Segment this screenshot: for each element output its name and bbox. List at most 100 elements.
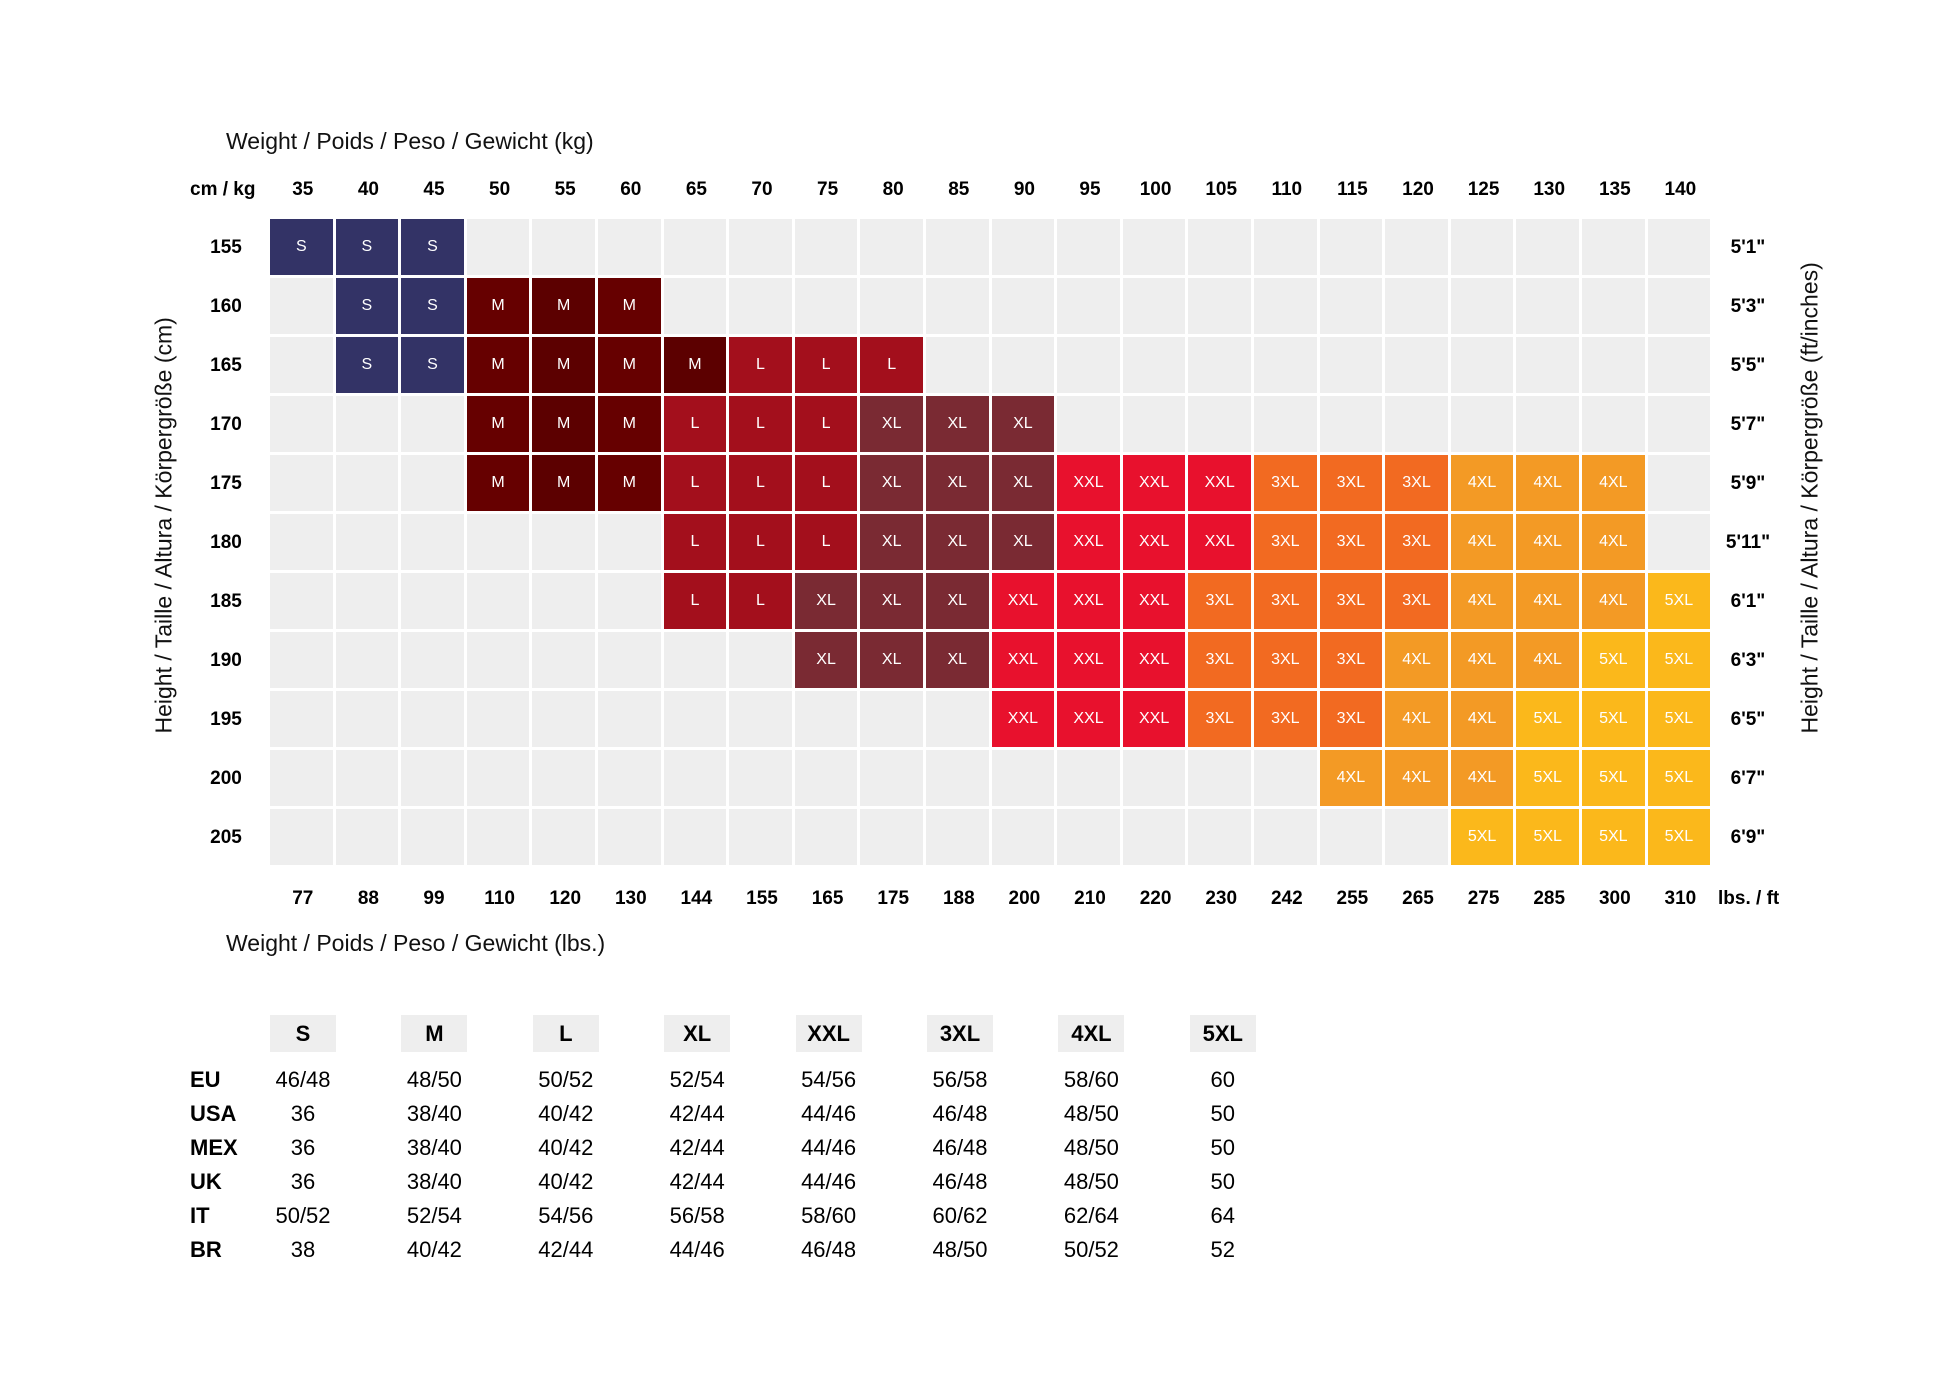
conversion-value: 60/62 (932, 1203, 988, 1228)
conversion-value: 52 (1210, 1237, 1236, 1262)
y-tick-cm: 195 (210, 709, 242, 730)
conversion-value: 50 (1210, 1135, 1236, 1160)
size-cell: XXL (1188, 514, 1251, 570)
size-cell: XXL (1057, 573, 1120, 629)
conversion-value: 42/44 (669, 1169, 725, 1194)
empty-cell (270, 396, 333, 452)
empty-cell (1450, 396, 1514, 452)
empty-cell (466, 632, 530, 688)
empty-cell (1122, 396, 1186, 452)
size-cell: L (729, 455, 792, 511)
empty-cell (663, 809, 727, 865)
conversion-value: 46/48 (801, 1237, 857, 1262)
size-cell: 5XL (1582, 632, 1645, 688)
empty-cell (991, 337, 1055, 393)
empty-cell (991, 809, 1055, 865)
conversion-size-header: XXL (795, 1015, 862, 1052)
empty-cell (926, 278, 989, 334)
conversion-size-header: S (270, 1015, 336, 1052)
x-tick-kg: 35 (292, 179, 314, 200)
size-cell: XXL (1122, 632, 1186, 688)
conversion-value: 38 (290, 1237, 316, 1262)
empty-cell (1516, 337, 1579, 393)
conversion-value: 50/52 (538, 1067, 594, 1092)
x-tick-lbs: 310 (1664, 888, 1697, 909)
empty-cell (532, 632, 595, 688)
top-axis-title: Weight / Poids / Peso / Gewicht (kg) (226, 128, 594, 154)
x-tick-lbs: 210 (1074, 888, 1106, 909)
conversion-value: 52/54 (669, 1067, 725, 1092)
y-tick-cm: 185 (210, 591, 242, 612)
size-cell: 3XL (1319, 514, 1383, 570)
empty-cell (1647, 514, 1711, 570)
empty-cell (1450, 337, 1514, 393)
empty-cell (532, 514, 595, 570)
size-cell: XXL (1122, 455, 1186, 511)
size-cell: XL (926, 632, 989, 688)
size-cell: M (532, 278, 595, 334)
empty-cell (532, 691, 595, 747)
empty-cell (401, 455, 464, 511)
empty-cell (532, 573, 595, 629)
empty-cell (466, 573, 530, 629)
size-cell: 3XL (1188, 573, 1251, 629)
empty-cell (1122, 809, 1186, 865)
empty-cell (729, 750, 792, 806)
size-cell: S (270, 219, 333, 275)
empty-cell (1647, 396, 1711, 452)
empty-cell (598, 750, 661, 806)
size-cell: XL (991, 396, 1055, 452)
empty-cell (598, 809, 661, 865)
x-tick-lbs: 275 (1467, 888, 1500, 909)
empty-cell (466, 691, 530, 747)
conversion-value: 48/50 (1063, 1101, 1119, 1126)
size-cell: 3XL (1319, 455, 1383, 511)
conversion-value: 36 (290, 1101, 316, 1126)
x-tick-lbs: 175 (877, 888, 910, 909)
empty-cell (466, 514, 530, 570)
empty-cell (1188, 337, 1251, 393)
conversion-value: 54/56 (538, 1203, 594, 1228)
empty-cell (466, 750, 530, 806)
corner-label-bottom: lbs. / ft (1718, 888, 1780, 909)
x-tick-lbs: 110 (484, 888, 515, 909)
conversion-size-header: XL (664, 1015, 731, 1052)
size-cell: 5XL (1450, 809, 1514, 865)
empty-cell (270, 632, 333, 688)
size-cell: 3XL (1385, 514, 1448, 570)
empty-cell (926, 219, 989, 275)
size-cell: 4XL (1450, 573, 1514, 629)
empty-cell (335, 691, 399, 747)
size-cell: L (729, 573, 792, 629)
size-cell: XL (794, 573, 858, 629)
empty-cell (335, 514, 399, 570)
empty-cell (1254, 278, 1317, 334)
empty-cell (1516, 278, 1579, 334)
empty-cell (270, 573, 333, 629)
empty-cell (1319, 278, 1383, 334)
empty-cell (1647, 219, 1711, 275)
empty-cell (270, 809, 333, 865)
conversion-value: 46/48 (275, 1067, 331, 1092)
size-cell: M (532, 396, 595, 452)
x-tick-lbs: 300 (1598, 888, 1631, 909)
conversion-value: 40/42 (538, 1101, 594, 1126)
y-tick-ft: 5'1" (1730, 237, 1766, 258)
conversion-value: 50/52 (275, 1203, 331, 1228)
x-tick-lbs: 285 (1533, 888, 1566, 909)
x-tick-lbs: 230 (1205, 888, 1238, 909)
size-cell: XL (926, 455, 989, 511)
conversion-value: 44/46 (801, 1135, 857, 1160)
size-cell: M (466, 396, 530, 452)
x-tick-lbs: 77 (292, 888, 314, 909)
empty-cell (794, 278, 858, 334)
size-cell: L (729, 514, 792, 570)
size-cell: 3XL (1385, 573, 1448, 629)
y-tick-ft: 6'7" (1730, 768, 1766, 789)
size-cell: XXL (1122, 573, 1186, 629)
y-tick-ft: 6'9" (1730, 827, 1766, 848)
empty-cell (270, 278, 333, 334)
size-cell: L (663, 514, 727, 570)
conversion-value: 50 (1210, 1169, 1236, 1194)
size-cell: XL (926, 573, 989, 629)
